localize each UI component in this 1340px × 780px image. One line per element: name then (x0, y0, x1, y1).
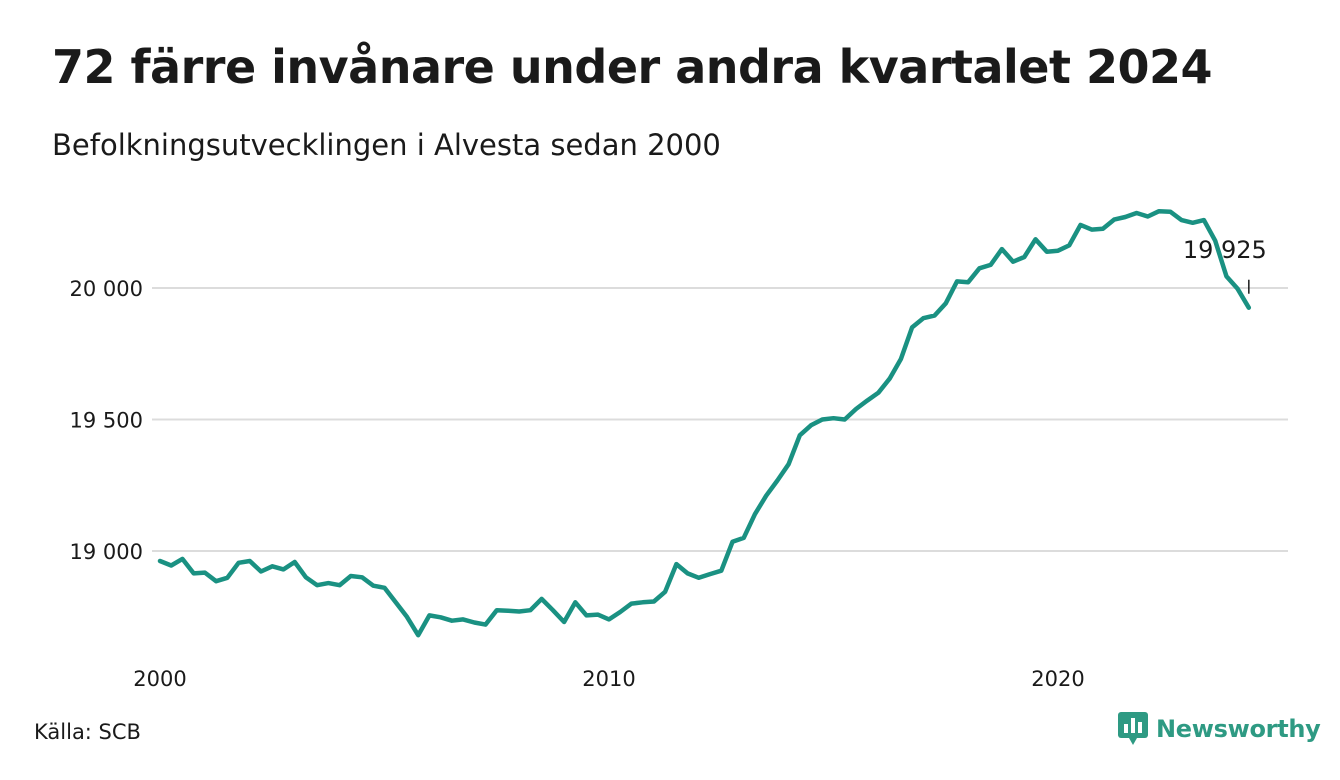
x-axis: 2000 2010 2020 (133, 667, 1084, 691)
chart-subtitle: Befolkningsutvecklingen i Alvesta sedan … (52, 128, 721, 162)
line-chart: 19 000 19 500 20 000 2000 2010 2020 19 925 (70, 208, 1288, 691)
annotation-label: 19 925 (1183, 236, 1267, 264)
last-value-annotation: 19 925 (1183, 236, 1267, 294)
x-tick-label: 2010 (582, 667, 635, 691)
y-tick-label: 20 000 (70, 277, 143, 301)
y-axis: 19 000 19 500 20 000 (70, 277, 143, 564)
y-tick-label: 19 000 (70, 540, 143, 564)
y-tick-label: 19 500 (70, 409, 143, 433)
series-population (157, 208, 1252, 638)
x-tick-label: 2020 (1031, 667, 1084, 691)
source-note: Källa: SCB (34, 720, 141, 744)
x-tick-label: 2000 (133, 667, 186, 691)
newsworthy-logo-icon (1118, 712, 1148, 745)
chart-title: 72 färre invånare under andra kvartalet … (52, 40, 1213, 94)
gridlines (152, 287, 1288, 552)
brand-logo: Newsworthy (1118, 712, 1321, 746)
population-line (157, 208, 1252, 638)
brand-name: Newsworthy (1156, 715, 1321, 743)
